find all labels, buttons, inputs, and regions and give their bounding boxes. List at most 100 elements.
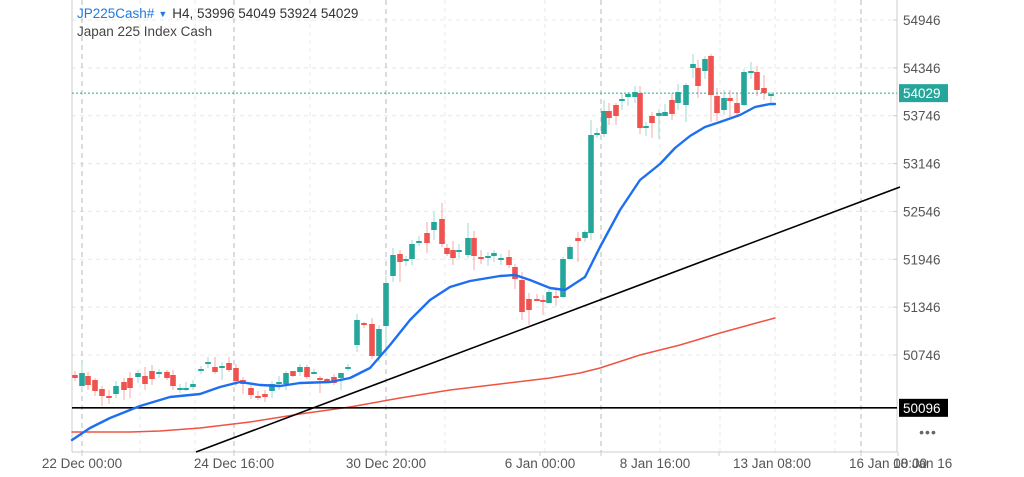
candle-body xyxy=(637,93,643,128)
candle-body xyxy=(212,367,218,372)
candle-body xyxy=(156,372,162,374)
timeframe-ohlc: H4, 53996 54049 53924 54029 xyxy=(172,6,359,21)
symbol-name[interactable]: JP225Cash# xyxy=(77,6,155,21)
triangle-down-icon[interactable]: ▼ xyxy=(158,9,168,19)
candle-body xyxy=(588,135,594,233)
time-axis-label: 30 Dec 20:00 xyxy=(346,456,426,471)
candle-body xyxy=(465,238,471,255)
time-axis-label: 24 Dec 16:00 xyxy=(194,456,274,471)
candle-body xyxy=(669,100,675,114)
trend-line[interactable] xyxy=(195,186,901,453)
candle-body xyxy=(390,255,396,276)
candle-body xyxy=(170,375,176,386)
candle-body xyxy=(142,376,148,384)
period-separators xyxy=(81,0,862,452)
candle-body xyxy=(354,320,360,345)
candle-body xyxy=(575,238,581,241)
candle-body xyxy=(183,388,189,390)
candle-body xyxy=(72,375,78,378)
candle-body xyxy=(754,72,760,90)
candle-body xyxy=(276,382,282,384)
time-axis-label: 8 Jan 16:00 xyxy=(620,456,691,471)
last-price-label: 54029 xyxy=(903,86,941,101)
candle-body xyxy=(79,373,85,386)
candle-body xyxy=(478,257,484,259)
candle-body xyxy=(727,98,733,101)
candle-body xyxy=(619,99,625,101)
candle-body xyxy=(424,233,430,243)
candle-body xyxy=(526,299,532,310)
candle-body xyxy=(113,386,119,394)
symbol-description: Japan 225 Index Cash xyxy=(77,24,213,39)
candle-body xyxy=(553,296,559,298)
candle-body xyxy=(177,388,183,390)
candle-body xyxy=(248,388,254,395)
candle-body xyxy=(768,94,774,96)
candle-body xyxy=(721,98,727,110)
candle-body xyxy=(205,362,211,364)
time-axis-label: 22 Dec 00:00 xyxy=(42,456,122,471)
candle-body xyxy=(297,367,303,372)
candle-body xyxy=(519,280,525,312)
candle-body xyxy=(431,222,437,230)
candle-body xyxy=(255,396,261,398)
candle-body xyxy=(601,111,607,134)
candlesticks xyxy=(72,54,774,406)
time-axis[interactable]: 22 Dec 00:00 24 Dec 16:00 30 Dec 20:00 6 Ja… xyxy=(42,452,952,471)
more-dots-icon[interactable]: ••• xyxy=(919,424,937,440)
candle-body xyxy=(376,329,382,356)
candle-body xyxy=(198,369,204,371)
candle-body xyxy=(317,378,323,380)
price-axis-label: 50746 xyxy=(903,348,941,363)
candle-body xyxy=(506,257,512,265)
candle-body xyxy=(714,96,720,113)
price-axis-label: 51346 xyxy=(903,300,941,315)
hline-price-badge xyxy=(899,398,948,417)
candle-body xyxy=(283,373,289,384)
price-axis[interactable]: 54946 54346 53746 53146 52546 51946 51346 50746… xyxy=(893,13,948,417)
candle-body xyxy=(338,373,344,378)
candle-body xyxy=(85,376,91,385)
candle-body xyxy=(397,254,403,262)
trendline[interactable] xyxy=(195,186,901,453)
candle-body xyxy=(613,105,619,116)
candle-body xyxy=(498,258,504,260)
price-axis-label: 53746 xyxy=(903,109,941,124)
candle-body xyxy=(582,232,588,238)
candle-body xyxy=(649,116,655,123)
candle-body xyxy=(290,371,296,376)
candle-body xyxy=(567,247,573,259)
candle-body xyxy=(233,368,239,381)
candle-body xyxy=(164,372,170,378)
moving-average-fast xyxy=(70,102,777,442)
candle-body xyxy=(690,64,696,68)
candle-body xyxy=(540,300,546,302)
time-axis-label: 16 Jan 00:00 xyxy=(849,456,927,471)
candle-body xyxy=(383,283,389,326)
candle-body xyxy=(662,112,668,116)
chart-legend: JP225Cash# ▼ H4, 53996 54049 53924 54029 J… xyxy=(77,5,358,40)
candle-body xyxy=(439,219,445,244)
candle-body xyxy=(734,103,740,113)
candle-body xyxy=(702,59,708,71)
candle-body xyxy=(92,380,98,391)
candle-body xyxy=(748,71,754,73)
candle-body xyxy=(127,378,133,388)
candle-body xyxy=(761,88,767,93)
last-price-badge xyxy=(899,84,948,103)
moving-average-slow xyxy=(71,317,776,433)
candle-body xyxy=(560,259,566,297)
candle-body xyxy=(683,85,689,105)
time-axis-label: 13 Jan 08:00 xyxy=(733,456,811,471)
candle-body xyxy=(450,250,456,258)
candle-body xyxy=(708,56,714,95)
candle-body xyxy=(675,92,681,103)
candle-body xyxy=(149,371,155,379)
candle-body xyxy=(99,389,105,396)
candle-body xyxy=(606,111,612,118)
candle-body xyxy=(625,94,631,97)
candle-body xyxy=(121,382,127,390)
candle-body xyxy=(106,396,112,398)
